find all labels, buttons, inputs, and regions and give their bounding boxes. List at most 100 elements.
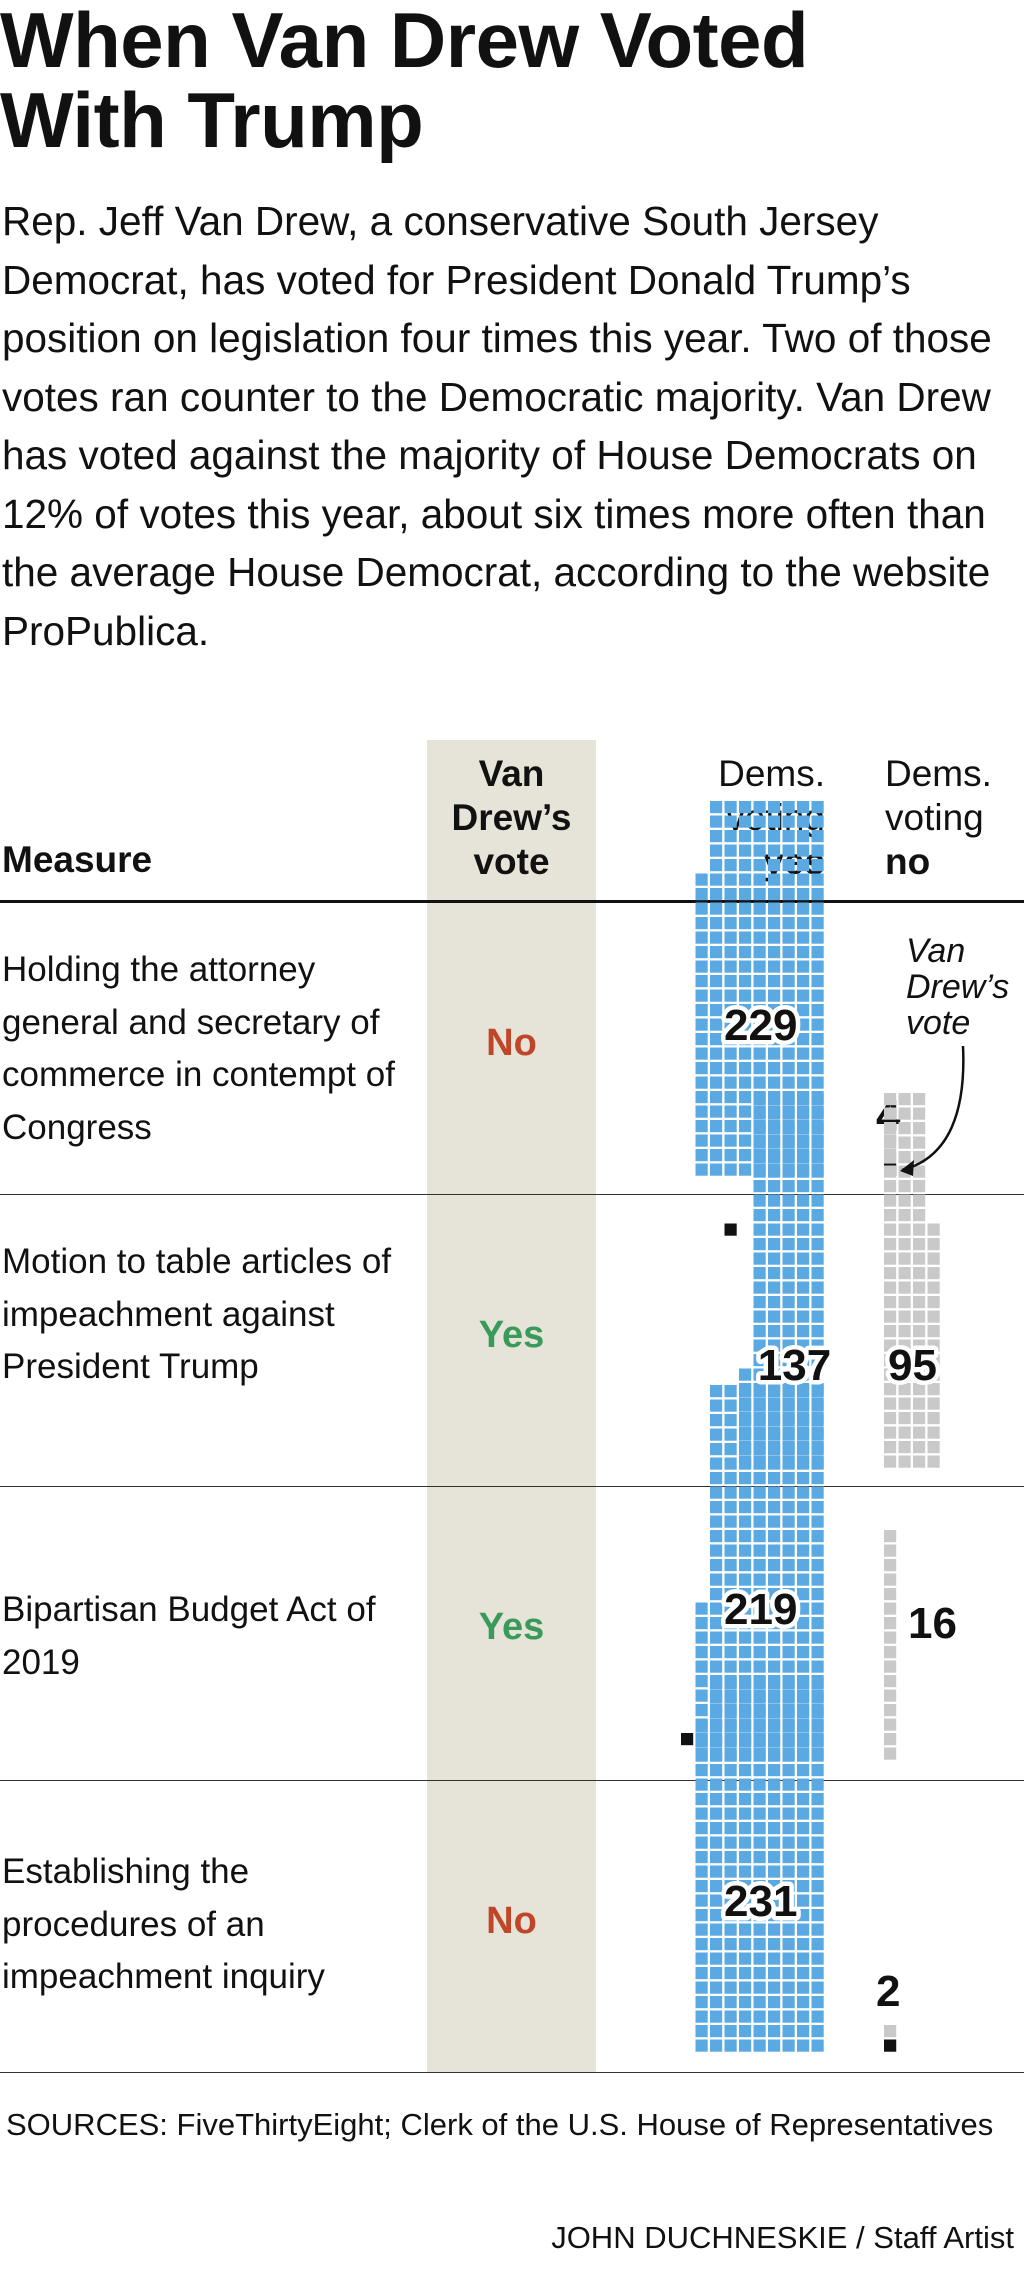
dems-no-square: [884, 1107, 897, 1120]
dems-yes-square: [768, 1631, 781, 1644]
dems-yes-square: [695, 1996, 708, 2009]
dems-yes-square: [797, 1339, 810, 1352]
dems-no-square: [927, 1441, 940, 1454]
dems-yes-square: [782, 1414, 795, 1427]
dems-yes-square: [724, 1515, 737, 1528]
dems-yes-square: [782, 1252, 795, 1265]
dems-yes-square: [710, 2039, 723, 2052]
dems-yes-square: [753, 1836, 766, 1849]
dems-yes-square: [724, 1602, 737, 1615]
dems-yes-square: [695, 1909, 708, 1922]
dems-yes-square: [768, 1428, 781, 1441]
dems-yes-square: [710, 1617, 723, 1630]
dems-no-square: [913, 1339, 926, 1352]
dems-no-square: [913, 1093, 926, 1106]
dems-yes-square: [739, 1923, 752, 1936]
dems-no-square: [884, 1412, 897, 1425]
dems-yes-square: [753, 830, 766, 843]
dems-no-square: [884, 1136, 897, 1149]
dems-no-square: [913, 1267, 926, 1280]
dems-yes-square: [768, 1223, 781, 1236]
dems-no-square: [913, 1122, 926, 1135]
dems-no-square: [913, 1165, 926, 1178]
dems-yes-square: [797, 2010, 810, 2023]
dems-yes-square: [782, 1151, 795, 1164]
dems-yes-square: [797, 1296, 810, 1309]
dems-yes-square: [782, 801, 795, 814]
dems-no-square: [913, 1325, 926, 1338]
dems-yes-square: [724, 1105, 737, 1118]
dems-yes-square: [753, 1617, 766, 1630]
dems-yes-square: [753, 1281, 766, 1294]
dems-yes-square: [782, 1457, 795, 1470]
dems-yes-square: [768, 2010, 781, 2023]
dems-yes-square: [753, 1573, 766, 1586]
dems-yes-square: [695, 1836, 708, 1849]
dems-yes-square: [724, 1996, 737, 2009]
dems-yes-square: [739, 1909, 752, 1922]
credit-line: JOHN DUCHNESKIE / Staff Artist: [551, 2220, 1014, 2255]
dems-no-square: [898, 1281, 911, 1294]
dems-yes-square: [797, 1996, 810, 2009]
dems-yes-square: [753, 1559, 766, 1572]
header-van-drews-vote: Van Drew’s vote: [427, 752, 596, 884]
dems-yes-square: [782, 1501, 795, 1514]
dems-no-square: [913, 1412, 926, 1425]
dems-no-square: [927, 1310, 940, 1323]
dems-yes-square: [797, 1457, 810, 1470]
dems-yes-square: [782, 2010, 795, 2023]
dems-yes-square: [710, 1573, 723, 1586]
dems-no-square: [898, 1310, 911, 1323]
dems-no-square: [913, 1136, 926, 1149]
dems-yes-square: [797, 960, 810, 973]
dems-yes-square: [753, 1530, 766, 1543]
dems-yes-square: [724, 946, 737, 959]
dems-no-square: [913, 1368, 926, 1381]
dems-yes-square: [797, 1880, 810, 1893]
dems-yes-square: [724, 1909, 737, 1922]
dems-yes-square: [724, 1938, 737, 1951]
dems-yes-square: [739, 975, 752, 988]
dems-yes-square: [724, 1706, 737, 1719]
dems-yes-square: [753, 1414, 766, 1427]
dems-yes-square: [797, 1151, 810, 1164]
dems-yes-square: [811, 1486, 824, 1499]
dems-yes-square: [797, 1894, 810, 1907]
dems-yes-square: [739, 1691, 752, 1704]
dems-yes-square: [753, 2025, 766, 2038]
dems-yes-square: [753, 1151, 766, 1164]
dems-yes-square: [768, 1165, 781, 1178]
dems-yes-square: [811, 815, 824, 828]
dems-yes-square: [739, 917, 752, 930]
dems-yes-square: [782, 989, 795, 1002]
dems-yes-square: [768, 1339, 781, 1352]
dems-yes-square: [782, 1385, 795, 1398]
dems-yes-square: [695, 946, 708, 959]
dems-yes-square: [753, 1981, 766, 1994]
dems-yes-square: [811, 1660, 824, 1673]
dems-yes-square: [768, 1938, 781, 1951]
dems-yes-square: [724, 1822, 737, 1835]
dems-yes-square: [782, 1296, 795, 1309]
dems-no-square: [884, 1704, 897, 1717]
dems-yes-square: [739, 873, 752, 886]
dems-yes-square: [724, 1544, 737, 1557]
dems-no-count-label: 95: [888, 1341, 937, 1390]
dems-yes-square: [724, 1385, 737, 1398]
dems-yes-square: [782, 917, 795, 930]
dems-yes-square: [797, 946, 810, 959]
dems-yes-square: [797, 1501, 810, 1514]
dems-yes-square: [811, 1996, 824, 2009]
dems-yes-square: [811, 931, 824, 944]
dems-yes-square: [797, 1646, 810, 1659]
dems-yes-square: [753, 801, 766, 814]
dems-yes-square: [753, 1018, 766, 1031]
dems-no-square: [913, 1455, 926, 1468]
dems-yes-square: [753, 1076, 766, 1089]
dems-yes-square: [710, 1706, 723, 1719]
dems-yes-square: [797, 1631, 810, 1644]
dems-yes-square: [695, 1851, 708, 1864]
dems-yes-square: [710, 873, 723, 886]
dems-yes-square: [811, 1325, 824, 1338]
dems-yes-square: [811, 1062, 824, 1075]
